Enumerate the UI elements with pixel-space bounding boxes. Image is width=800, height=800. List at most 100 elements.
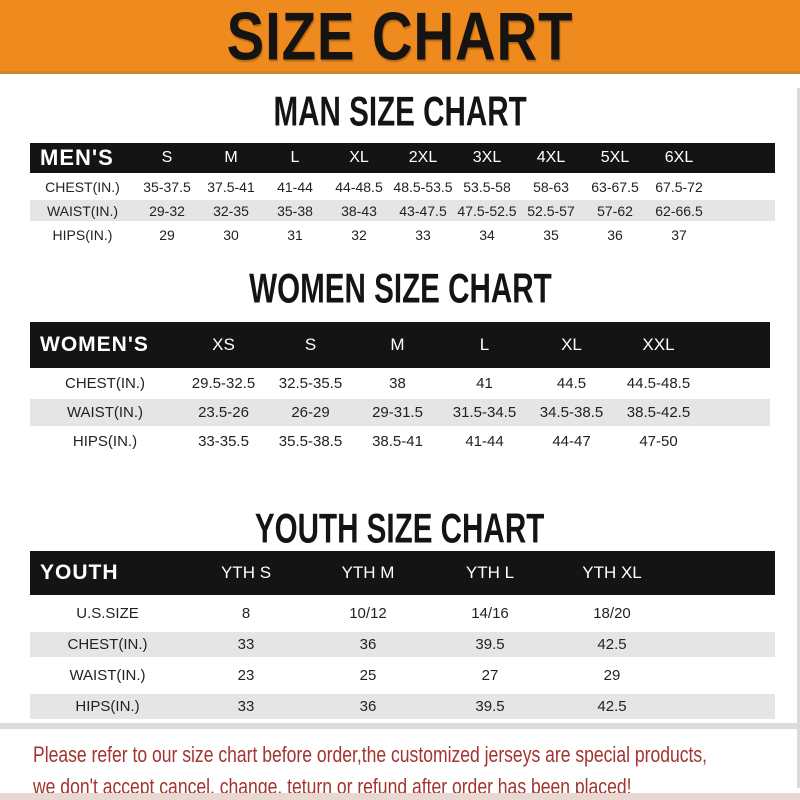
women-heading-text: WOMEN SIZE CHART (248, 265, 552, 313)
measurement-value: 36 (359, 636, 377, 653)
measurement-value: 34 (479, 226, 495, 243)
bottom-edge-strip (0, 793, 800, 800)
measurement-value: 30 (223, 226, 239, 243)
measurement-value: 38-43 (341, 202, 377, 219)
measurement-value: 38.5-41 (372, 433, 423, 450)
measurement-value: 33 (237, 636, 255, 653)
row-label: HIPS(IN.) (52, 226, 113, 243)
measurement-value: 8 (241, 605, 251, 622)
women-size-table: WOMEN'S XS S M L XL XXL CHEST(IN.) 29.5-32.5 32.5… (30, 322, 770, 455)
measurement-value: 29.5-32.5 (191, 375, 256, 392)
row-label: HIPS(IN.) (72, 433, 138, 450)
measurement-value: 35 (543, 226, 559, 243)
women-band-label: WOMEN'S (40, 333, 149, 356)
measurement-value: 58-63 (533, 178, 569, 195)
youth-table-row: U.S.SIZE 8 10/12 14/16 18/20 (30, 601, 775, 626)
row-label: CHEST(IN.) (67, 636, 148, 653)
divider-strip (0, 723, 800, 729)
footer-line-1: Please refer to our size chart before or… (33, 739, 800, 771)
women-table-row: WAIST(IN.) 23.5-26 26-29 29-31.5 31.5-34.5 34… (30, 399, 770, 426)
youth-size-table: YOUTH YTH S YTH M YTH L YTH XL U.S.SIZE 8 10/12… (30, 551, 775, 719)
measurement-value: 38 (389, 375, 406, 392)
size-column-header: S (161, 149, 173, 166)
size-column-header: 6XL (664, 149, 694, 166)
measurement-value: 10/12 (349, 605, 387, 622)
men-header-band: MEN'S S M L XL 2XL 3XL 4XL 5XL 6XL (30, 143, 775, 173)
measurement-value: 23.5-26 (198, 404, 249, 421)
measurement-value: 47.5-52.5 (457, 202, 517, 219)
measurement-value: 41-44 (465, 433, 504, 450)
measurement-value: 32.5-35.5 (278, 375, 343, 392)
women-table-row: CHEST(IN.) 29.5-32.5 32.5-35.5 38 41 44.5 44.5… (30, 370, 770, 397)
men-band-label: MEN'S (40, 145, 114, 170)
measurement-value: 37 (671, 226, 687, 243)
size-column-header: YTH XL (582, 563, 642, 582)
size-column-header: YTH M (341, 563, 395, 582)
measurement-value: 41 (476, 375, 493, 392)
charts-area: MAN SIZE CHART MEN'S S M L XL 2XL 3XL 4XL 5XL 6XL… (0, 74, 800, 719)
measurement-value: 38.5-42.5 (626, 404, 691, 421)
measurement-value: 33-35.5 (198, 433, 249, 450)
size-column-header: YTH S (220, 563, 272, 582)
size-column-header: 2XL (408, 149, 438, 166)
men-heading-text: MAN SIZE CHART (273, 88, 527, 136)
measurement-value: 42.5 (597, 636, 627, 653)
men-table-row: WAIST(IN.) 29-32 32-35 35-38 38-43 43-47.5 47.… (30, 200, 775, 221)
youth-table-row: CHEST(IN.) 33 36 39.5 42.5 (30, 632, 775, 657)
measurement-value: 52.5-57 (527, 202, 575, 219)
size-column-header: XXL (642, 335, 675, 354)
row-label: U.S.SIZE (76, 605, 139, 622)
youth-band-label: YOUTH (40, 561, 119, 584)
measurement-value: 29 (603, 667, 621, 684)
row-label: WAIST(IN.) (69, 667, 146, 684)
measurement-value: 57-62 (597, 202, 633, 219)
size-column-header: L (290, 149, 300, 166)
youth-section-heading: YOUTH SIZE CHART (0, 455, 800, 552)
measurement-value: 47-50 (639, 433, 678, 450)
youth-table-row: HIPS(IN.) 33 36 39.5 42.5 (30, 694, 775, 719)
row-label: HIPS(IN.) (75, 698, 140, 715)
row-label: CHEST(IN.) (45, 178, 120, 195)
men-section-heading: MAN SIZE CHART (0, 74, 800, 135)
size-column-header: XL (349, 149, 369, 166)
measurement-value: 27 (481, 667, 499, 684)
measurement-value: 32 (351, 226, 367, 243)
footer-note: Please refer to our size chart before or… (0, 729, 800, 800)
measurement-value: 44.5-48.5 (626, 375, 691, 392)
measurement-value: 29-32 (149, 202, 185, 219)
size-column-header: S (304, 335, 317, 354)
measurement-value: 42.5 (597, 698, 627, 715)
measurement-value: 36 (607, 226, 623, 243)
men-table-row: CHEST(IN.) 35-37.5 37.5-41 41-44 44-48.5 48.5… (30, 176, 775, 197)
size-column-header: L (479, 335, 490, 354)
measurement-value: 31 (287, 226, 303, 243)
measurement-value: 53.5-58 (463, 178, 511, 195)
size-column-header: 5XL (600, 149, 630, 166)
measurement-value: 39.5 (475, 698, 505, 715)
youth-heading-text: YOUTH SIZE CHART (255, 505, 545, 553)
women-section-heading: WOMEN SIZE CHART (0, 245, 800, 312)
measurement-value: 44-47 (552, 433, 591, 450)
measurement-value: 14/16 (471, 605, 509, 622)
size-column-header: 4XL (536, 149, 566, 166)
size-column-header: M (224, 149, 238, 166)
size-column-header: XL (561, 335, 582, 354)
women-header-band: WOMEN'S XS S M L XL XXL (30, 322, 770, 368)
measurement-value: 33 (237, 698, 255, 715)
measurement-value: 26-29 (291, 404, 330, 421)
measurement-value: 33 (415, 226, 431, 243)
measurement-value: 25 (359, 667, 377, 684)
banner-title: SIZE CHART (226, 0, 574, 74)
measurement-value: 48.5-53.5 (393, 178, 453, 195)
measurement-value: 18/20 (593, 605, 631, 622)
size-column-header: XS (212, 335, 235, 354)
size-column-header: M (390, 335, 405, 354)
measurement-value: 39.5 (475, 636, 505, 653)
men-table-row: HIPS(IN.) 29 30 31 32 33 34 35 36 37 (30, 224, 775, 245)
measurement-value: 44-48.5 (335, 178, 383, 195)
banner: SIZE CHART (0, 0, 800, 74)
men-size-table: MEN'S S M L XL 2XL 3XL 4XL 5XL 6XL CHEST(IN.) 35-37… (30, 143, 775, 245)
measurement-value: 43-47.5 (399, 202, 447, 219)
footer-text-1: Please refer to our size chart before or… (33, 742, 708, 767)
